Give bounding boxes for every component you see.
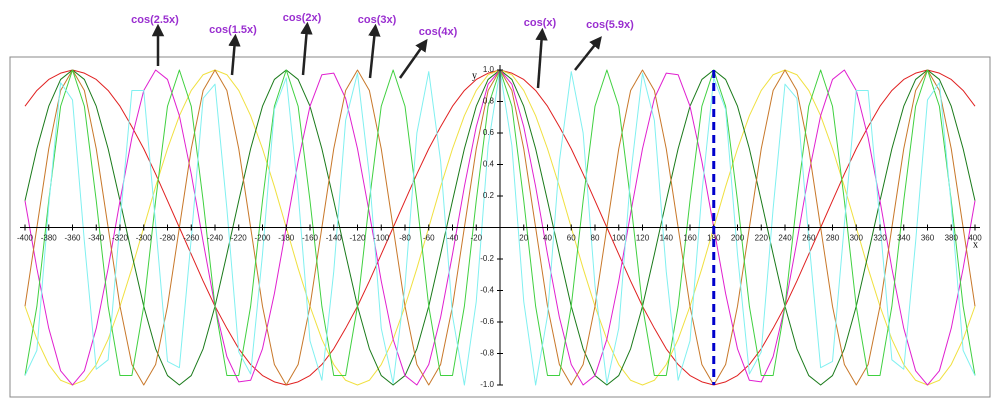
y-tick-label: -0.8: [480, 349, 494, 358]
x-tick-label: 220: [755, 234, 769, 243]
annotation-arrow: [300, 21, 313, 76]
plot: -400 -380 -360 -340 -320 -300 -280 -260 -240 -220…: [17, 65, 982, 389]
x-tick-label: -360: [64, 234, 81, 243]
annotation-arrow: [228, 33, 241, 76]
x-tick-label: 140: [660, 234, 674, 243]
x-tick-label: 80: [591, 234, 600, 243]
y-tick-label: 0.4: [483, 160, 495, 169]
x-tick-label: -180: [278, 234, 295, 243]
y-tick-label: -0.4: [480, 286, 494, 295]
annotation-arrow: [574, 36, 602, 71]
y-axis-label: y: [472, 70, 477, 81]
y-tick-label: 1.0: [483, 65, 495, 74]
x-tick-label: -40: [447, 234, 459, 243]
x-tick-label: 20: [519, 234, 528, 243]
x-tick-label: 400: [968, 234, 982, 243]
x-tick-label: 360: [921, 234, 935, 243]
x-tick-label: -160: [302, 234, 319, 243]
y-tick-label: 0.8: [483, 97, 495, 106]
annotation: cos(5.9x): [586, 19, 634, 31]
x-tick-label: 340: [897, 234, 911, 243]
x-tick-label: 160: [683, 234, 697, 243]
annotation: cos(x): [524, 17, 557, 29]
x-tick-label: -240: [207, 234, 224, 243]
x-tick-label: -400: [17, 234, 34, 243]
y-tick-label: -0.6: [480, 317, 494, 326]
y-tick-label: 0.6: [483, 128, 495, 137]
y-tick-label: 0.2: [483, 191, 495, 200]
x-tick-label: -200: [254, 234, 271, 243]
x-tick-label: -340: [88, 234, 105, 243]
y-tick-label: -0.2: [480, 254, 494, 263]
x-tick-label: 200: [731, 234, 745, 243]
x-tick-label: 60: [567, 234, 576, 243]
annotation-arrow: [535, 27, 548, 89]
annotation: cos(2x): [283, 12, 322, 24]
annotation-arrow: [398, 38, 428, 79]
annotation: cos(2.5x): [131, 14, 179, 26]
x-tick-label: 300: [850, 234, 864, 243]
x-tick-label: 240: [778, 234, 792, 243]
annotation: cos(1.5x): [209, 24, 257, 36]
x-tick-label: -380: [41, 234, 58, 243]
x-tick-label: 380: [945, 234, 959, 243]
y-tick-label: -1.0: [480, 380, 494, 389]
x-tick-label: 180: [707, 234, 721, 243]
x-tick-label: 40: [543, 234, 552, 243]
x-tick-label: 120: [636, 234, 650, 243]
x-tick-label: -100: [373, 234, 390, 243]
x-tick-label: -80: [399, 234, 411, 243]
x-tick-label: -60: [423, 234, 435, 243]
annotation-arrow: [368, 23, 381, 79]
x-tick-label: 320: [873, 234, 887, 243]
annotation: cos(3x): [358, 14, 397, 26]
x-tick-label: -280: [159, 234, 176, 243]
x-tick-label: 260: [802, 234, 816, 243]
x-tick-label: 100: [612, 234, 626, 243]
x-tick-label: -320: [112, 234, 129, 243]
x-tick-label: -20: [470, 234, 482, 243]
annotation: cos(4x): [419, 26, 458, 38]
x-tick-label: -260: [183, 234, 200, 243]
x-tick-label: 280: [826, 234, 840, 243]
x-tick-label: -300: [136, 234, 153, 243]
x-axis-label: x: [973, 239, 978, 250]
x-tick-label: -220: [231, 234, 248, 243]
x-tick-label: -140: [326, 234, 343, 243]
x-tick-label: -120: [349, 234, 366, 243]
